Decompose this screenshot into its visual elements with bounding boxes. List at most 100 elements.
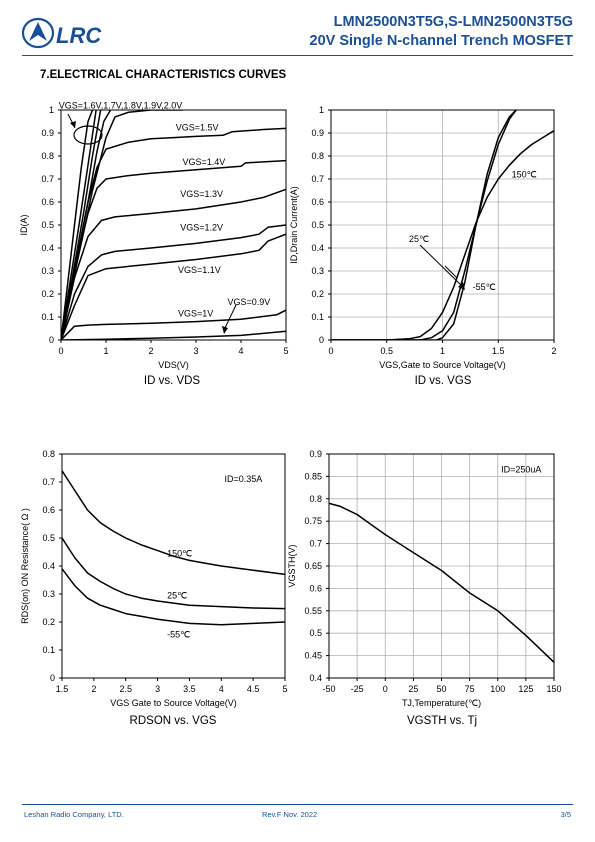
series-line-25 [62,537,285,610]
annotation-label: VGS=0.9V [228,297,271,307]
x-tick-label: 4 [219,684,224,694]
series-line-150 [62,470,285,576]
header-title-part-number: LMN2500N3T5G,S-LMN2500N3T5G [333,14,573,30]
x-tick-label: 2 [91,684,96,694]
annotation-label: ID=250uA [501,465,541,475]
x-tick-label: 1.5 [56,684,69,694]
annotation-label: 150℃ [167,548,192,558]
chart-caption-rdson-vs-vgs: RDSON vs. VGS [129,715,217,727]
arrow-head-icon [70,121,76,128]
y-tick-label: 0.2 [311,289,324,299]
series-line-150 [331,130,554,340]
y-tick-label: 0.75 [304,516,322,526]
y-tick-label: 0.1 [311,312,324,322]
annotation-label: VGS=1.2V [180,222,223,232]
y-tick-label: 0.45 [304,651,322,661]
x-tick-label: 0.5 [380,346,393,356]
annotation-label: 25℃ [409,234,429,244]
callout-ellipse [73,125,103,145]
x-tick-label: -25 [351,684,364,694]
series-line-2 [61,110,102,340]
y-tick-label: 0.4 [311,243,324,253]
y-tick-label: 0 [49,335,54,345]
y-tick-label: 0.9 [311,128,324,138]
y-tick-label: 0.1 [42,645,55,655]
x-axis-label: VGS,Gate to Source Voltage(V) [379,360,506,370]
y-tick-label: 0.6 [309,583,322,593]
x-tick-label: 100 [490,684,505,694]
y-axis-label: ID,Drain Current(A) [289,186,299,264]
y-tick-label: 0.6 [42,505,55,515]
x-tick-label: 150 [546,684,561,694]
y-tick-label: 0.5 [311,220,324,230]
arrow-head-icon [222,326,228,334]
logo-text: LRC [56,23,102,48]
plot-frame [61,453,286,679]
x-tick-label: 0 [383,684,388,694]
chart-id-vs-vds: 0 1 2 3 4 5 0 0.1 0.2 0.3 0.4 0.5 0.6 0.7 0.8 0.9 1 VDS(V… [19,100,289,370]
footer-revision: Rev.F Nov. 2022 [262,810,318,819]
y-tick-label: 0.8 [311,151,324,161]
series-line-7 [61,188,286,340]
x-tick-label: 2 [148,346,153,356]
header-divider [22,55,573,56]
series-line-1 [61,110,97,340]
y-tick-label: 0.1 [41,312,54,322]
x-tick-label: 4.5 [247,684,260,694]
y-tick-label: 0.55 [304,606,322,616]
y-tick-label: 0.8 [41,151,54,161]
y-tick-label: 0.3 [41,266,54,276]
x-tick-label: 0 [328,346,333,356]
x-tick-label: 1 [440,346,445,356]
series-line-10 [61,309,286,340]
x-tick-label: 5 [282,684,287,694]
y-tick-label: 0.65 [304,561,322,571]
x-tick-label: 75 [465,684,475,694]
annotation-label: -55℃ [473,282,496,292]
x-tick-label: 3 [155,684,160,694]
series-line-8 [61,224,286,340]
y-tick-label: 0.4 [42,561,55,571]
y-tick-label: 0.4 [309,673,322,683]
footer-divider [22,804,573,805]
annotation-label: 150℃ [512,169,537,179]
x-tick-label: 1.5 [492,346,505,356]
series-line-5 [61,127,286,340]
footer-page-number: 3/5 [560,810,571,819]
x-tick-label: 3.5 [183,684,196,694]
series-line--55 [62,568,285,626]
y-tick-label: 0 [50,673,55,683]
y-tick-label: 0.8 [42,449,55,459]
y-tick-label: 0.2 [41,289,54,299]
x-tick-label: 25 [408,684,418,694]
x-tick-label: 0 [58,346,63,356]
y-tick-label: 0.9 [41,128,54,138]
chart-rdson-vs-vgs: 1.5 2 2.5 3 3.5 4 4.5 5 0 0.1 0.2 0.3 0.4 0.5 0.6 0.7 0.… [20,449,288,708]
series-line--55 [331,110,517,340]
x-tick-label: 4 [238,346,243,356]
logo-arrow-icon [29,22,47,41]
y-tick-label: 0.8 [309,494,322,504]
y-tick-label: 0.3 [311,266,324,276]
lrc-logo: LRC [22,17,102,49]
section-title: 7.ELECTRICAL CHARACTERISTICS CURVES [40,69,287,81]
y-tick-label: 0.3 [42,589,55,599]
arrow-head-icon [458,282,465,290]
y-tick-label: 0.7 [41,174,54,184]
y-tick-label: 1 [319,105,324,115]
y-tick-label: 0.7 [311,174,324,184]
x-tick-label: 1 [103,346,108,356]
series-line-11 [61,330,286,340]
chart-caption-id-vs-vds: ID vs. VDS [143,375,201,387]
annotation-label: ID=0.35A [224,474,262,484]
y-tick-label: 0.85 [304,471,322,481]
y-tick-label: 0.2 [42,617,55,627]
x-tick-label: 2.5 [119,684,132,694]
x-tick-label: 2 [551,346,556,356]
annotation-label: VGS=1.5V [176,122,219,132]
x-tick-label: 5 [283,346,288,356]
annotation-label: VGS=1.3V [180,189,223,199]
y-axis-label: RDS(on) ON Resistance( Ω ) [20,508,30,624]
chart-id-vs-vgs: 0 0.5 1 1.5 2 0 0.1 0.2 0.3 0.4 0.5 0.6 0.7 0.8 0.9 1 VG… [289,105,557,370]
annotation-label: -55℃ [167,630,190,640]
